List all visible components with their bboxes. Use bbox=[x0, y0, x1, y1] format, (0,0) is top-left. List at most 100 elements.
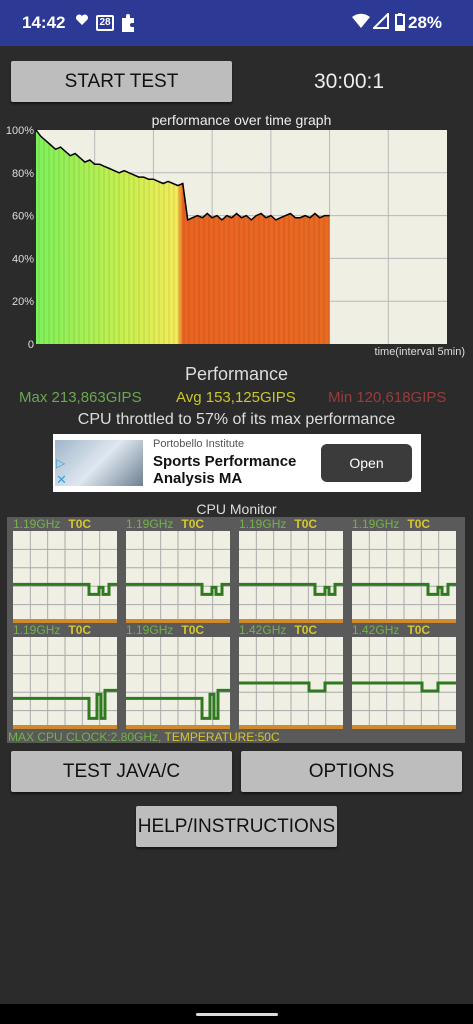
cpu-core-frequency: 1.19GHz bbox=[13, 623, 61, 637]
ad-source: Portobello Institute bbox=[153, 438, 245, 450]
cpu-core-temperature: T0C bbox=[294, 517, 318, 531]
cpu-core-frequency: 1.19GHz bbox=[126, 517, 174, 531]
options-button[interactable]: OPTIONS bbox=[241, 751, 462, 792]
graph-stripe bbox=[153, 130, 155, 344]
cpu-core-graph bbox=[13, 531, 117, 623]
calendar-icon: 28 bbox=[96, 15, 114, 31]
graph-stripe bbox=[308, 130, 310, 344]
wifi-icon bbox=[352, 13, 370, 34]
graph-stripe bbox=[193, 130, 195, 344]
ad-title[interactable]: Sports Performance Analysis MA bbox=[153, 453, 297, 487]
clock: 14:42 bbox=[22, 13, 66, 32]
graph-stripe bbox=[93, 130, 95, 344]
graph-stripe bbox=[78, 130, 80, 344]
graph-stripe bbox=[178, 130, 180, 344]
help-instructions-button[interactable]: HELP/INSTRUCTIONS bbox=[136, 806, 337, 847]
cpu-core-graph bbox=[239, 531, 343, 623]
cpu-core-temperature: T0C bbox=[68, 623, 92, 637]
graph-stripe bbox=[298, 130, 300, 344]
graph-stripe bbox=[183, 130, 185, 344]
graph-stripe bbox=[48, 130, 50, 344]
cpu-core-temperature: T0C bbox=[294, 623, 318, 637]
graph-y-tick-label: 100% bbox=[6, 125, 34, 137]
graph-stripe bbox=[38, 130, 40, 344]
status-bar: 14:42 28 28% bbox=[0, 0, 473, 46]
performance-stripes bbox=[38, 130, 330, 344]
graph-stripe bbox=[218, 130, 220, 344]
cpu-core-graph bbox=[126, 637, 230, 729]
cpu-core-label: 1.19GHz T0C bbox=[13, 517, 91, 531]
graph-stripe bbox=[138, 130, 140, 344]
graph-y-tick-label: 0 bbox=[28, 339, 34, 350]
cpu-core-graph bbox=[13, 637, 117, 729]
graph-stripe bbox=[278, 130, 280, 344]
cpu-core-label: 1.19GHz T0C bbox=[126, 623, 204, 637]
signal-icon bbox=[371, 11, 389, 34]
throttle-message: CPU throttled to 57% of its max performa… bbox=[77, 411, 396, 428]
graph-y-tick-label: 60% bbox=[12, 211, 34, 223]
cpu-core-label: 1.19GHz T0C bbox=[239, 517, 317, 531]
graph-stripe bbox=[223, 130, 225, 344]
performance-min: Min 120,618GIPS bbox=[328, 389, 447, 406]
cpu-core-label: 1.42GHz T0C bbox=[239, 623, 317, 637]
graph-stripe bbox=[188, 130, 190, 344]
performance-title: Performance bbox=[184, 364, 289, 384]
cpu-core-graph bbox=[352, 637, 456, 729]
graph-stripe bbox=[163, 130, 165, 344]
graph-stripe bbox=[158, 130, 160, 344]
cpu-core-frequency: 1.19GHz bbox=[13, 517, 61, 531]
graph-y-tick-label: 80% bbox=[12, 168, 34, 180]
graph-stripe bbox=[63, 130, 65, 344]
ad-banner[interactable]: ▷ ✕ Portobello Institute Sports Performa… bbox=[53, 434, 421, 492]
cpu-core-frequency: 1.19GHz bbox=[126, 623, 174, 637]
graph-stripe bbox=[53, 130, 55, 344]
graph-y-tick-label: 20% bbox=[12, 296, 34, 308]
cpu-core-frequency: 1.42GHz bbox=[239, 623, 287, 637]
graph-stripe bbox=[128, 130, 130, 344]
performance-graph: 0 20% 40% 60% 80% 100% bbox=[6, 125, 447, 350]
ad-open-button[interactable]: Open bbox=[321, 444, 412, 482]
cpu-monitor-panel: 1.19GHz T0C 1.19GHz T0C 1.19GHz T0C 1.19GHz T0C… bbox=[7, 517, 465, 743]
start-test-button[interactable]: START TEST bbox=[11, 61, 232, 102]
graph-stripe bbox=[313, 130, 315, 344]
graph-stripe bbox=[288, 130, 290, 344]
test-java-c-button[interactable]: TEST JAVA/C bbox=[11, 751, 232, 792]
test-timer: 30:00:1 bbox=[313, 70, 385, 93]
graph-stripe bbox=[323, 130, 325, 344]
cpu-core-frequency: 1.42GHz bbox=[352, 623, 400, 637]
cpu-core-temperature: T0C bbox=[407, 517, 431, 531]
graph-stripe bbox=[73, 130, 75, 344]
graph-stripe bbox=[328, 130, 330, 344]
ad-close-icon[interactable]: ✕ bbox=[56, 472, 67, 487]
graph-stripe bbox=[103, 130, 105, 344]
cpu-core-temperature: T0C bbox=[181, 517, 205, 531]
cpu-core-graph bbox=[126, 531, 230, 623]
cpu-monitor-footer: MAX CPU CLOCK:2.80GHz, TEMPERATURE:50C bbox=[8, 730, 280, 744]
graph-stripe bbox=[168, 130, 170, 344]
max-cpu-clock: MAX CPU CLOCK:2.80GHz, bbox=[8, 730, 162, 744]
graph-stripe bbox=[118, 130, 120, 344]
graph-stripe bbox=[213, 130, 215, 344]
cpu-core-label: 1.19GHz T0C bbox=[13, 623, 91, 637]
graph-stripe bbox=[318, 130, 320, 344]
graph-stripe bbox=[148, 130, 150, 344]
graph-stripe bbox=[233, 130, 235, 344]
graph-stripe bbox=[293, 130, 295, 344]
graph-stripe bbox=[43, 130, 45, 344]
cpu-core-label: 1.42GHz T0C bbox=[352, 623, 430, 637]
graph-stripe bbox=[303, 130, 305, 344]
cpu-core-frequency: 1.19GHz bbox=[239, 517, 287, 531]
graph-stripe bbox=[238, 130, 240, 344]
graph-y-tick-label: 40% bbox=[12, 253, 34, 265]
cpu-core-temperature: T0C bbox=[68, 517, 92, 531]
cpu-core-temperature: T0C bbox=[181, 623, 205, 637]
home-gesture-handle[interactable] bbox=[196, 1013, 278, 1016]
graph-stripe bbox=[133, 130, 135, 344]
puzzle-icon bbox=[120, 13, 136, 38]
graph-stripe bbox=[88, 130, 90, 344]
cpu-core-label: 1.19GHz T0C bbox=[352, 517, 430, 531]
battery-percent: 28% bbox=[408, 13, 443, 32]
ad-image[interactable] bbox=[55, 440, 143, 486]
cpu-temperature: TEMPERATURE:50C bbox=[164, 730, 280, 744]
ad-choices-icon[interactable]: ▷ bbox=[56, 456, 66, 470]
